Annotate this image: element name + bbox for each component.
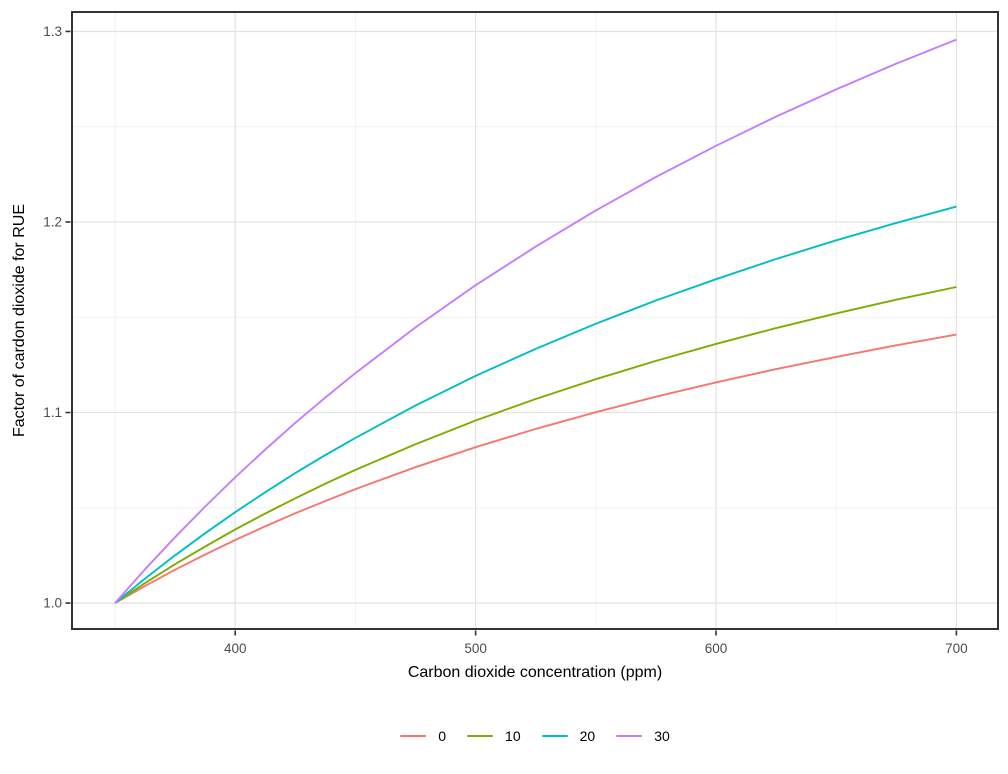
series-lines	[114, 38, 957, 604]
legend-key-line-20	[541, 735, 568, 737]
legend-key-line-10	[467, 735, 494, 737]
svg-text:400: 400	[224, 641, 247, 656]
legend-label-30: 30	[654, 728, 670, 744]
svg-text:500: 500	[464, 641, 487, 656]
legend-item-30: 30	[616, 729, 670, 743]
svg-text:1.3: 1.3	[43, 24, 62, 39]
x-axis-title: Carbon dioxide concentration (ppm)	[408, 664, 662, 681]
legend-item-0: 0	[400, 729, 446, 743]
minor-gridlines	[72, 12, 998, 629]
legend-label-0: 0	[438, 728, 447, 744]
legend: 0 10 20 30	[72, 725, 998, 747]
svg-text:1.1: 1.1	[43, 405, 62, 420]
y-axis-title: Factor of cardon dioxide for RUE	[11, 204, 28, 437]
legend-key-line-0	[400, 735, 427, 737]
legend-item-20: 20	[541, 728, 596, 744]
svg-text:600: 600	[705, 641, 728, 656]
legend-label-10: 10	[505, 728, 521, 744]
major-gridlines	[72, 12, 998, 629]
axis-ticks	[65, 30, 958, 636]
axis-tick-labels: 400 500 600 700 1.0 1.1 1.2 1.3	[43, 24, 967, 656]
legend-label-20: 20	[579, 728, 596, 744]
panel-border	[71, 11, 999, 630]
svg-text:700: 700	[945, 641, 968, 656]
legend-key-line-30	[616, 735, 643, 737]
svg-text:1.0: 1.0	[43, 596, 62, 611]
svg-text:1.2: 1.2	[43, 214, 62, 229]
legend-item-10: 10	[467, 729, 521, 743]
